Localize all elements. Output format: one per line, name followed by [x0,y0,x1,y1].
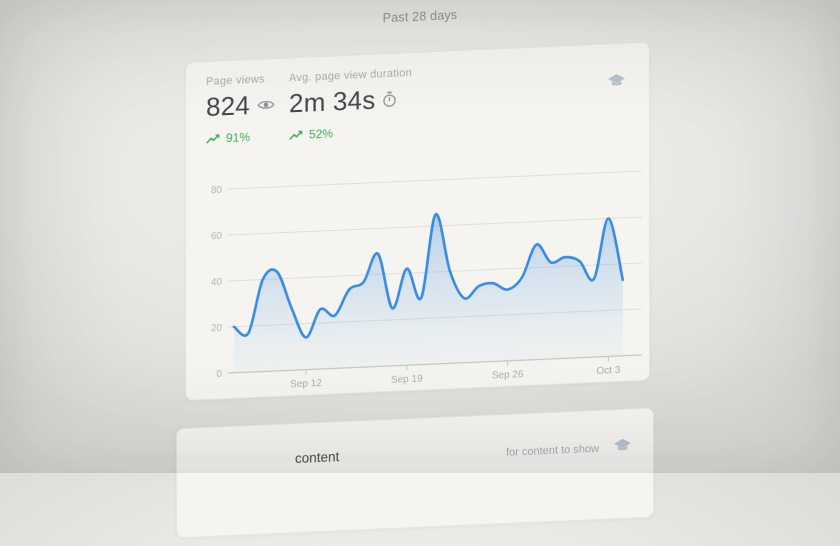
graduation-cap-icon[interactable] [613,437,632,453]
metric-avg-duration: Avg. page view duration 2m 34s 52% [289,67,412,142]
svg-text:20: 20 [211,323,223,334]
page-views-delta: 91% [206,129,275,146]
page-views-delta-value: 91% [226,130,251,146]
page-views-value: 824 [206,90,250,123]
avg-duration-label: Avg. page view duration [289,67,412,85]
svg-text:80: 80 [211,185,223,196]
stopwatch-icon [382,91,397,109]
metric-page-views: Page views 824 91% [206,73,275,146]
page-views-label: Page views [206,73,265,89]
content-card: content for content to show [176,407,654,539]
svg-text:Sep 19: Sep 19 [391,374,423,386]
svg-text:0: 0 [216,369,222,380]
content-card-title: content [295,449,340,467]
graduation-cap-icon[interactable] [607,73,626,89]
trending-up-icon [289,130,304,141]
avg-duration-value: 2m 34s [289,84,376,119]
svg-text:40: 40 [211,277,223,288]
date-range-selector[interactable]: Past 28 days [382,8,458,26]
page-views-chart: 0 20 40 60 80 Sep 12 Sep 19 Sep 26 Oct 3 [211,170,642,390]
content-card-message: for content to show [506,442,599,459]
page-views-card: Page views 824 91% Avg. page view durati… [185,41,650,401]
svg-text:Sep 12: Sep 12 [290,378,322,390]
eye-icon [257,98,275,112]
svg-text:Sep 26: Sep 26 [492,369,524,381]
avg-duration-delta: 52% [289,123,412,142]
analytics-screen: Past 28 days Page views 824 91% Avg. pag… [176,8,654,539]
trending-up-icon [206,133,221,144]
svg-text:Oct 3: Oct 3 [596,365,620,377]
svg-text:60: 60 [211,231,223,242]
avg-duration-delta-value: 52% [309,126,334,142]
